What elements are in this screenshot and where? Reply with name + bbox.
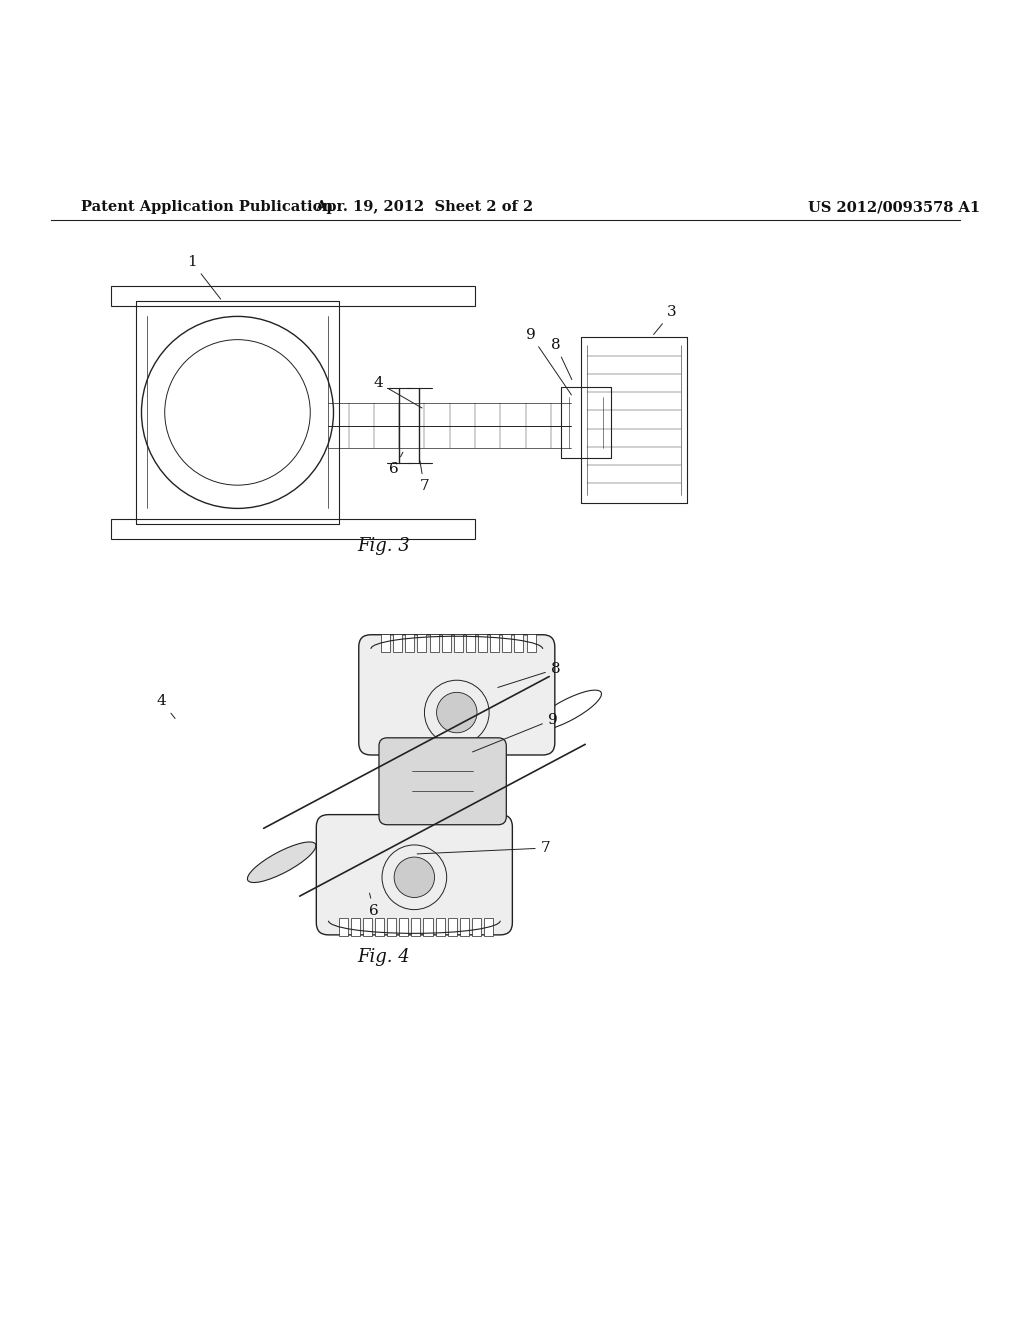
Bar xyxy=(484,917,494,936)
Bar xyxy=(514,634,523,652)
Text: US 2012/0093578 A1: US 2012/0093578 A1 xyxy=(809,201,981,214)
Text: 7: 7 xyxy=(420,461,429,494)
Bar xyxy=(435,917,444,936)
Bar xyxy=(429,634,438,652)
Bar xyxy=(399,917,409,936)
Bar xyxy=(472,917,481,936)
Bar xyxy=(381,634,390,652)
Text: 6: 6 xyxy=(389,453,402,477)
Text: 6: 6 xyxy=(369,894,379,917)
Text: 8: 8 xyxy=(551,338,571,380)
FancyBboxPatch shape xyxy=(112,286,475,306)
Circle shape xyxy=(436,692,477,733)
Text: Apr. 19, 2012  Sheet 2 of 2: Apr. 19, 2012 Sheet 2 of 2 xyxy=(315,201,534,214)
Text: Fig. 3: Fig. 3 xyxy=(357,537,411,554)
Bar xyxy=(502,634,511,652)
Bar xyxy=(424,917,432,936)
Text: Fig. 4: Fig. 4 xyxy=(357,948,411,966)
Text: 4: 4 xyxy=(374,376,422,408)
Bar xyxy=(466,634,475,652)
Circle shape xyxy=(394,857,434,898)
FancyBboxPatch shape xyxy=(316,814,512,935)
Text: 7: 7 xyxy=(417,841,550,855)
Text: 1: 1 xyxy=(187,255,220,300)
Bar xyxy=(375,917,384,936)
Text: 9: 9 xyxy=(472,713,557,752)
Bar xyxy=(387,917,396,936)
Bar xyxy=(406,634,415,652)
Bar xyxy=(441,634,451,652)
Text: 4: 4 xyxy=(157,694,175,718)
Bar xyxy=(447,917,457,936)
Text: 3: 3 xyxy=(653,305,677,334)
Bar xyxy=(490,634,500,652)
Ellipse shape xyxy=(248,842,316,883)
Bar xyxy=(418,634,426,652)
Text: Patent Application Publication: Patent Application Publication xyxy=(81,201,333,214)
FancyBboxPatch shape xyxy=(358,635,555,755)
Bar xyxy=(339,917,347,936)
Bar xyxy=(412,917,421,936)
Bar xyxy=(350,917,359,936)
Bar xyxy=(526,634,536,652)
Bar xyxy=(454,634,463,652)
FancyBboxPatch shape xyxy=(379,738,506,825)
Bar xyxy=(362,917,372,936)
Text: 8: 8 xyxy=(498,663,560,688)
Bar xyxy=(478,634,487,652)
Bar xyxy=(460,917,469,936)
Text: 9: 9 xyxy=(525,327,571,395)
FancyBboxPatch shape xyxy=(112,519,475,539)
Bar xyxy=(393,634,402,652)
